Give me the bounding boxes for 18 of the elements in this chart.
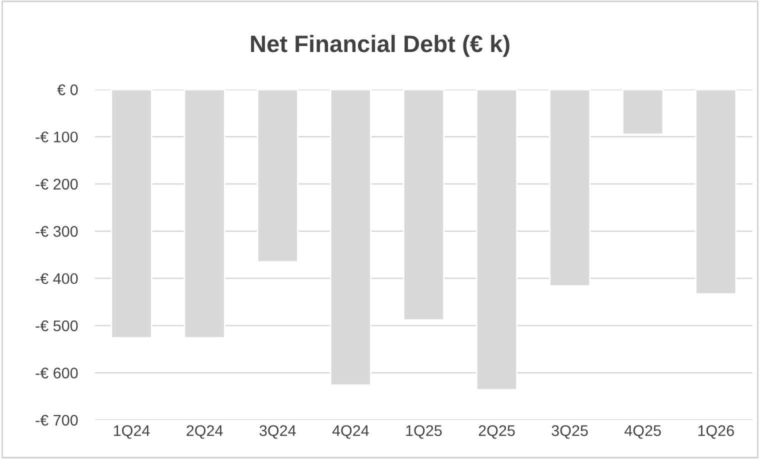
x-tick-label: 3Q25 (552, 425, 588, 439)
x-tick-label: 4Q25 (624, 425, 661, 439)
x-tick-label: 1Q25 (406, 425, 442, 439)
y-tick-label: € 0 (57, 84, 78, 96)
y-tick-label: -€ 300 (36, 226, 78, 237)
x-tick-label: 2Q25 (478, 425, 515, 439)
x-tick-label: 3Q24 (260, 425, 296, 439)
y-tick-label: -€ 500 (36, 320, 78, 332)
y-tick-label: -€ 100 (36, 132, 78, 142)
y-tick-label: -€ 600 (36, 368, 78, 378)
x-tick-label: 1Q26 (698, 425, 734, 439)
y-tick-label: -€ 200 (36, 178, 78, 190)
x-tick-label: 4Q24 (332, 425, 369, 439)
x-tick-label: 2Q24 (186, 425, 223, 439)
y-tick-label: -€ 400 (36, 273, 78, 284)
y-tick-label: -€ 700 (36, 414, 78, 426)
x-tick-label: 1Q24 (114, 425, 150, 439)
chart-title: Net Financial Debt (€ k) (251, 34, 510, 57)
